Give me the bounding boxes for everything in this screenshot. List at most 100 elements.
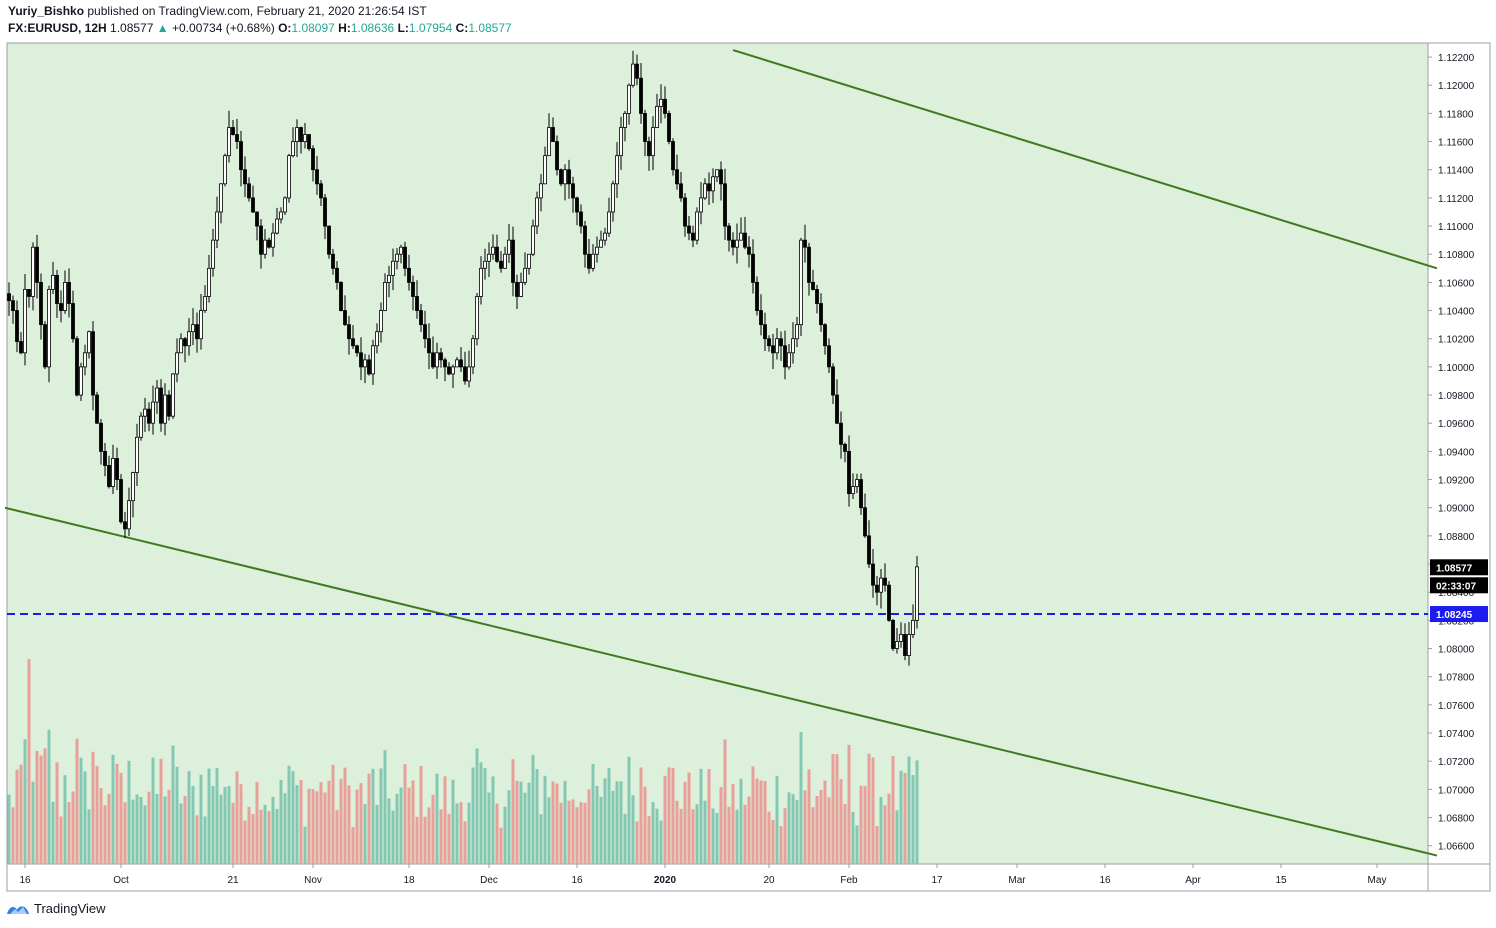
candle-body (835, 394, 839, 424)
candle-body (663, 98, 667, 114)
candle-body (891, 619, 895, 649)
candle-body (667, 113, 671, 142)
candle-body (847, 450, 851, 495)
candle-body (347, 324, 351, 340)
volume-bar (179, 803, 183, 864)
candle-body (207, 267, 211, 297)
candle-body (103, 450, 107, 466)
footer-brand[interactable]: TradingView (34, 901, 106, 916)
volume-bar (299, 780, 303, 864)
price-tick-label: 1.08200 (1438, 616, 1475, 627)
candle-body (7, 293, 11, 302)
candle-body (407, 267, 411, 283)
volume-bar (355, 789, 359, 864)
volume-bar (35, 751, 39, 864)
volume-bar (191, 785, 195, 864)
candle-body (615, 155, 619, 185)
candle-body (703, 183, 707, 199)
low-value: 1.07954 (408, 21, 453, 35)
volume-bar (835, 754, 839, 864)
time-tick-label: 17 (931, 875, 943, 886)
candle-body (327, 225, 331, 255)
candle-body (695, 211, 699, 241)
candle-body (791, 338, 795, 354)
candle-body (551, 127, 555, 142)
volume-bar (887, 793, 891, 864)
volume-bar (847, 744, 851, 864)
volume-bar (303, 826, 307, 864)
volume-bar (387, 798, 391, 864)
candle-body (559, 169, 563, 185)
volume-bar (275, 808, 279, 864)
candle-body (63, 281, 67, 311)
candle-body (755, 281, 759, 311)
candle-body (387, 274, 391, 283)
candle-body (323, 197, 327, 227)
volume-bar (595, 785, 599, 864)
volume-bar (327, 780, 331, 864)
volume-bar (783, 808, 787, 864)
candle-body (51, 274, 55, 290)
volume-bar (319, 782, 323, 864)
time-tick-label: 16 (1099, 875, 1111, 886)
candle-body (35, 246, 39, 283)
candle-body (783, 345, 787, 368)
candle-body (503, 253, 507, 269)
candle-body (723, 183, 727, 227)
candle-body (735, 239, 739, 248)
trendline[interactable] (732, 49, 1438, 270)
candle-body (79, 366, 83, 396)
candle-body (883, 577, 887, 586)
candle-body (423, 324, 427, 340)
volume-bar (707, 768, 711, 864)
candle-body (863, 507, 867, 537)
volume-bar (903, 772, 907, 864)
trendline[interactable] (4, 506, 1438, 857)
author-name[interactable]: Yuriy_Bishko (8, 4, 85, 18)
volume-bar (483, 768, 487, 864)
candle-body (527, 253, 531, 269)
candle-body (851, 486, 855, 495)
volume-bar (651, 802, 655, 864)
plot-area[interactable] (7, 43, 1428, 864)
candle-body (351, 338, 355, 347)
volume-bar (479, 762, 483, 864)
candle-body (607, 211, 611, 234)
price-tick-label: 1.06600 (1438, 842, 1475, 853)
candle-body (815, 289, 819, 304)
volume-bar (403, 764, 407, 864)
volume-bar (435, 773, 439, 864)
candle-body (399, 246, 403, 255)
candle-body (467, 366, 471, 382)
volume-bar (391, 810, 395, 864)
candle-body (331, 253, 335, 269)
candle-body (523, 267, 527, 283)
volume-bar (415, 816, 419, 864)
tradingview-logo-icon[interactable] (6, 902, 30, 916)
candle-body (639, 77, 643, 114)
symbol-name[interactable]: FX:EURUSD, 12H (8, 21, 107, 35)
time-tick-label: Nov (304, 875, 322, 886)
candle-body (27, 289, 31, 297)
last-price: 1.08577 (110, 21, 154, 35)
candle-body (915, 566, 919, 621)
candle-body (151, 401, 155, 424)
volume-bar (279, 779, 283, 864)
candle-body (187, 331, 191, 347)
candle-body (371, 345, 375, 375)
volume-bar (79, 757, 83, 864)
candle-body (699, 197, 703, 213)
volume-bar (495, 803, 499, 864)
candle-body (687, 225, 691, 234)
volume-bar (631, 795, 635, 864)
volume-bar (623, 813, 627, 864)
candle-body (823, 324, 827, 347)
volume-bar (439, 809, 443, 864)
candle-body (767, 338, 771, 347)
volume-bar (659, 820, 663, 864)
candle-body (451, 366, 455, 375)
volume-bar (499, 827, 503, 864)
candle-body (23, 289, 27, 354)
candle-body (91, 331, 95, 396)
